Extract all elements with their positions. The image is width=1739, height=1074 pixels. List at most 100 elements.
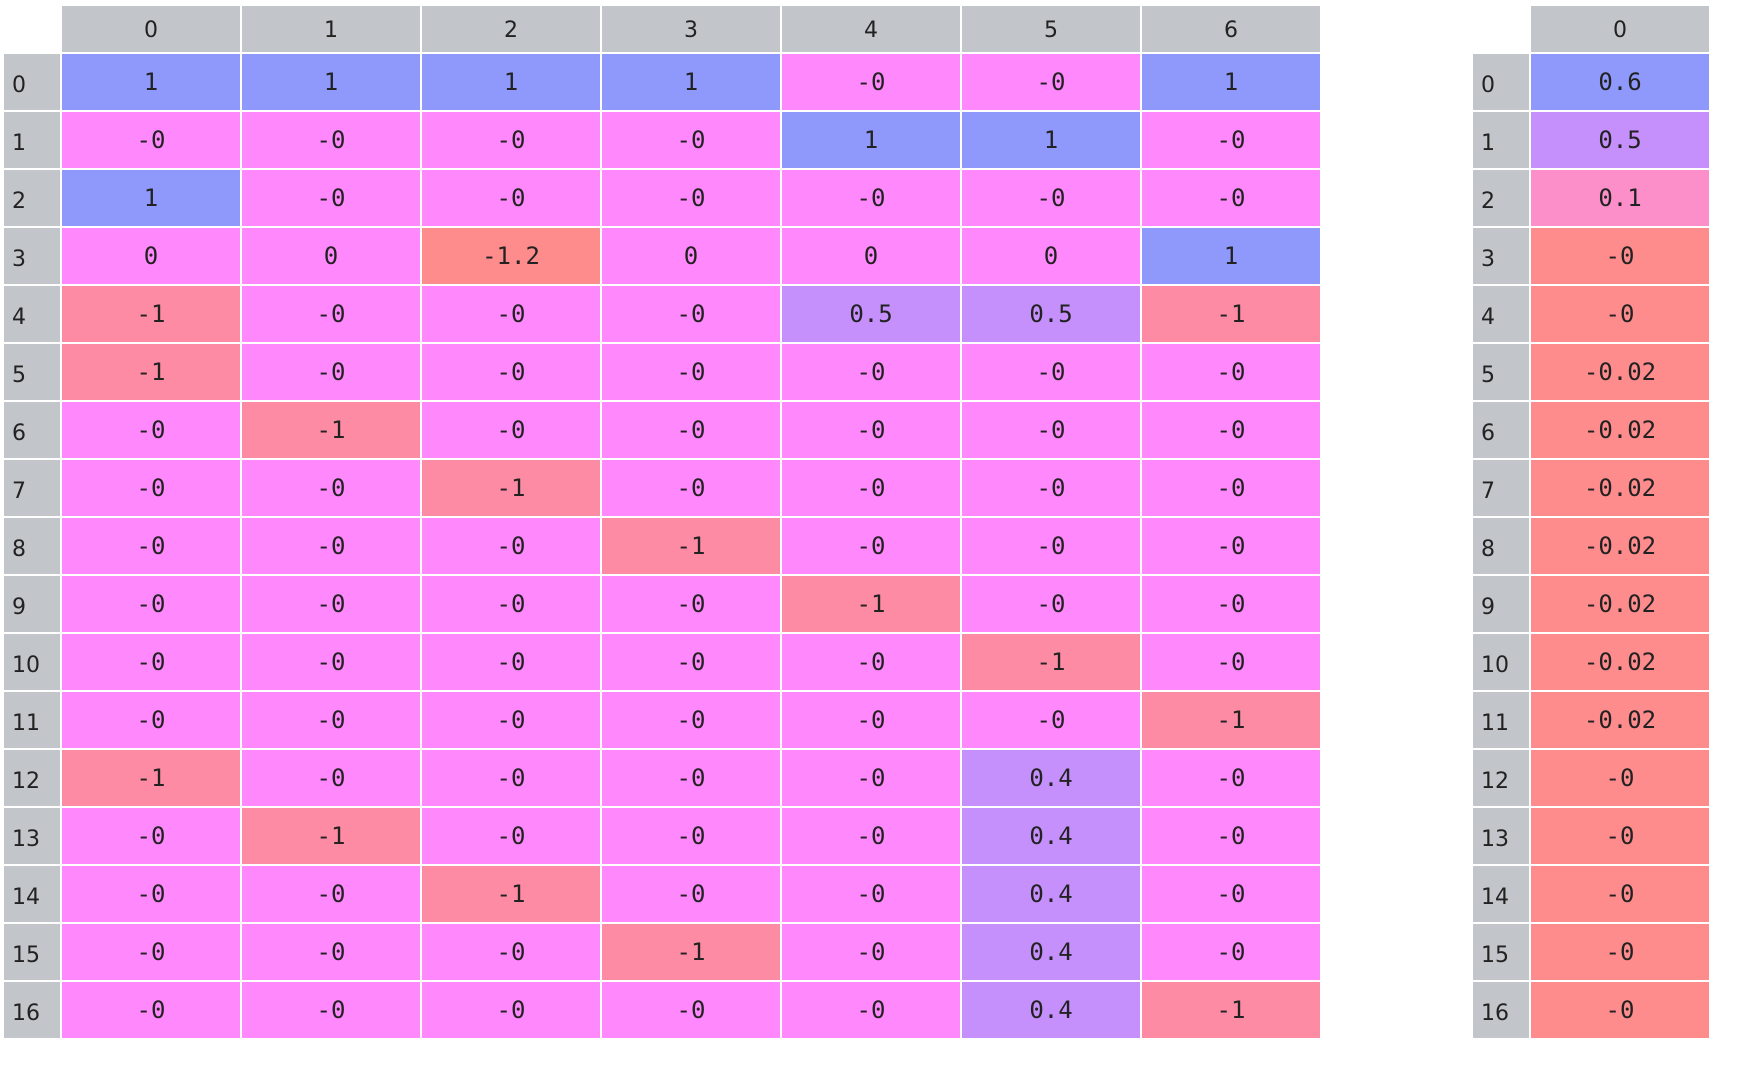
row-header[interactable]: 12 bbox=[2, 748, 62, 808]
table-cell[interactable]: -0 bbox=[960, 400, 1142, 460]
table-cell[interactable]: -1 bbox=[1140, 980, 1322, 1040]
table-cell[interactable]: 1 bbox=[1140, 52, 1322, 112]
row-header[interactable]: 2 bbox=[1471, 168, 1531, 228]
column-header[interactable]: 0 bbox=[1529, 4, 1711, 54]
table-cell[interactable]: -0 bbox=[420, 748, 602, 808]
table-cell[interactable]: -0 bbox=[60, 400, 242, 460]
row-header[interactable]: 10 bbox=[1471, 632, 1531, 692]
table-cell[interactable]: -0 bbox=[60, 690, 242, 750]
table-cell[interactable]: -0 bbox=[1140, 574, 1322, 634]
table-cell[interactable]: -0 bbox=[1529, 284, 1711, 344]
table-cell[interactable]: -0.02 bbox=[1529, 574, 1711, 634]
row-header[interactable]: 1 bbox=[2, 110, 62, 170]
table-cell[interactable]: -0 bbox=[1529, 864, 1711, 924]
table-cell[interactable]: -0 bbox=[600, 632, 782, 692]
row-header[interactable]: 14 bbox=[1471, 864, 1531, 924]
table-cell[interactable]: -1 bbox=[60, 342, 242, 402]
table-cell[interactable]: -0 bbox=[780, 168, 962, 228]
table-cell[interactable]: 1 bbox=[420, 52, 602, 112]
table-cell[interactable]: -0 bbox=[780, 922, 962, 982]
table-cell[interactable]: -0 bbox=[420, 806, 602, 866]
table-cell[interactable]: -0 bbox=[420, 980, 602, 1040]
table-cell[interactable]: -1 bbox=[600, 516, 782, 576]
table-cell[interactable]: 0 bbox=[960, 226, 1142, 286]
table-cell[interactable]: -0 bbox=[960, 342, 1142, 402]
column-header[interactable]: 4 bbox=[780, 4, 962, 54]
table-cell[interactable]: -0 bbox=[240, 342, 422, 402]
table-cell[interactable]: -0.02 bbox=[1529, 516, 1711, 576]
table-cell[interactable]: -0 bbox=[60, 806, 242, 866]
row-header[interactable]: 0 bbox=[1471, 52, 1531, 112]
table-cell[interactable]: -0 bbox=[780, 52, 962, 112]
table-cell[interactable]: 0.4 bbox=[960, 748, 1142, 808]
row-header[interactable]: 4 bbox=[2, 284, 62, 344]
row-header[interactable]: 7 bbox=[2, 458, 62, 518]
table-cell[interactable]: -0 bbox=[240, 284, 422, 344]
column-header[interactable]: 2 bbox=[420, 4, 602, 54]
table-cell[interactable]: -0 bbox=[600, 806, 782, 866]
table-cell[interactable]: -0 bbox=[60, 980, 242, 1040]
table-cell[interactable]: -0 bbox=[600, 168, 782, 228]
table-cell[interactable]: -0 bbox=[1529, 748, 1711, 808]
row-header[interactable]: 2 bbox=[2, 168, 62, 228]
table-cell[interactable]: 0 bbox=[780, 226, 962, 286]
table-cell[interactable]: 0.4 bbox=[960, 864, 1142, 924]
table-cell[interactable]: -0 bbox=[60, 574, 242, 634]
table-cell[interactable]: -0 bbox=[600, 748, 782, 808]
table-cell[interactable]: 1 bbox=[1140, 226, 1322, 286]
table-cell[interactable]: -0 bbox=[780, 400, 962, 460]
table-cell[interactable]: -0 bbox=[1140, 516, 1322, 576]
table-cell[interactable]: -0 bbox=[1140, 110, 1322, 170]
table-cell[interactable]: -0 bbox=[780, 864, 962, 924]
table-cell[interactable]: -0 bbox=[60, 922, 242, 982]
table-cell[interactable]: -0.02 bbox=[1529, 690, 1711, 750]
table-cell[interactable]: -0 bbox=[240, 748, 422, 808]
table-cell[interactable]: -0 bbox=[600, 574, 782, 634]
table-cell[interactable]: 0 bbox=[600, 226, 782, 286]
table-cell[interactable]: 1 bbox=[240, 52, 422, 112]
table-cell[interactable]: -0 bbox=[60, 632, 242, 692]
table-cell[interactable]: -0 bbox=[240, 690, 422, 750]
table-cell[interactable]: 0.5 bbox=[960, 284, 1142, 344]
table-cell[interactable]: -0.02 bbox=[1529, 400, 1711, 460]
table-cell[interactable]: -0 bbox=[1529, 806, 1711, 866]
table-cell[interactable]: -0 bbox=[420, 110, 602, 170]
table-cell[interactable]: -0 bbox=[780, 632, 962, 692]
table-cell[interactable]: -0 bbox=[1140, 864, 1322, 924]
table-cell[interactable]: -0 bbox=[1140, 458, 1322, 518]
table-cell[interactable]: 1 bbox=[60, 168, 242, 228]
table-cell[interactable]: -1 bbox=[420, 864, 602, 924]
table-cell[interactable]: -0 bbox=[1140, 806, 1322, 866]
row-header[interactable]: 8 bbox=[2, 516, 62, 576]
table-cell[interactable]: -0.02 bbox=[1529, 342, 1711, 402]
row-header[interactable]: 16 bbox=[2, 980, 62, 1040]
table-cell[interactable]: 0.5 bbox=[1529, 110, 1711, 170]
table-cell[interactable]: 0.4 bbox=[960, 980, 1142, 1040]
table-cell[interactable]: -1 bbox=[60, 748, 242, 808]
table-cell[interactable]: -0 bbox=[1529, 980, 1711, 1040]
row-header[interactable]: 16 bbox=[1471, 980, 1531, 1040]
table-cell[interactable]: 1 bbox=[960, 110, 1142, 170]
table-cell[interactable]: -0 bbox=[600, 864, 782, 924]
column-header[interactable]: 5 bbox=[960, 4, 1142, 54]
table-cell[interactable]: -0 bbox=[60, 516, 242, 576]
table-cell[interactable]: -0 bbox=[240, 110, 422, 170]
table-cell[interactable]: -0 bbox=[960, 52, 1142, 112]
row-header[interactable]: 6 bbox=[1471, 400, 1531, 460]
row-header[interactable]: 13 bbox=[2, 806, 62, 866]
row-header[interactable]: 15 bbox=[1471, 922, 1531, 982]
row-header[interactable]: 14 bbox=[2, 864, 62, 924]
row-header[interactable]: 3 bbox=[1471, 226, 1531, 286]
row-header[interactable]: 9 bbox=[2, 574, 62, 634]
row-header[interactable]: 13 bbox=[1471, 806, 1531, 866]
row-header[interactable]: 8 bbox=[1471, 516, 1531, 576]
table-cell[interactable]: -1 bbox=[240, 400, 422, 460]
table-cell[interactable]: -0 bbox=[780, 458, 962, 518]
table-cell[interactable]: 1 bbox=[780, 110, 962, 170]
column-header[interactable]: 1 bbox=[240, 4, 422, 54]
table-cell[interactable]: -0 bbox=[600, 400, 782, 460]
table-cell[interactable]: -1.2 bbox=[420, 226, 602, 286]
table-cell[interactable]: -0 bbox=[780, 342, 962, 402]
table-cell[interactable]: -0 bbox=[60, 110, 242, 170]
row-header[interactable]: 3 bbox=[2, 226, 62, 286]
